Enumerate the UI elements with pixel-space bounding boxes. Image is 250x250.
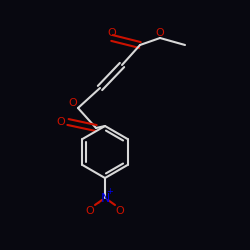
Text: O: O — [116, 206, 124, 216]
Text: O: O — [56, 117, 66, 127]
Text: ⁻: ⁻ — [94, 201, 100, 211]
Text: O: O — [156, 28, 164, 38]
Text: O: O — [68, 98, 78, 108]
Text: O: O — [86, 206, 94, 216]
Text: +: + — [106, 188, 114, 196]
Text: O: O — [108, 28, 116, 38]
Text: N: N — [100, 192, 110, 204]
